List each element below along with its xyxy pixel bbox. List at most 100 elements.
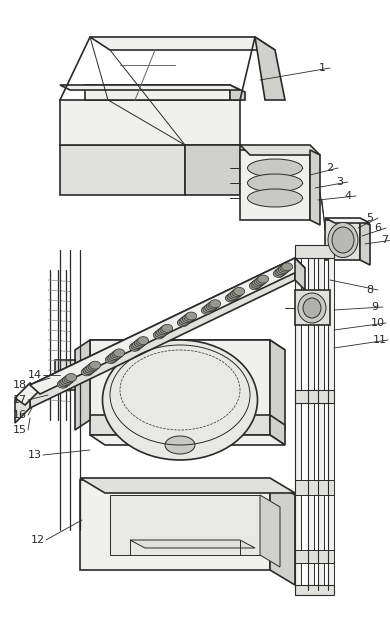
Polygon shape — [240, 150, 310, 220]
Polygon shape — [295, 390, 334, 403]
Ellipse shape — [251, 280, 262, 289]
Text: 13: 13 — [28, 450, 42, 460]
Ellipse shape — [112, 350, 123, 358]
Polygon shape — [60, 100, 240, 145]
Ellipse shape — [61, 377, 72, 386]
Text: 15: 15 — [13, 425, 27, 435]
Polygon shape — [260, 495, 280, 567]
Polygon shape — [325, 220, 360, 260]
Ellipse shape — [134, 340, 145, 347]
Ellipse shape — [254, 278, 265, 286]
Polygon shape — [295, 258, 305, 290]
Ellipse shape — [280, 264, 291, 272]
Ellipse shape — [298, 293, 326, 323]
Polygon shape — [90, 435, 285, 445]
Ellipse shape — [107, 354, 118, 362]
Ellipse shape — [234, 287, 245, 295]
Text: 6: 6 — [374, 223, 381, 233]
Polygon shape — [80, 478, 295, 493]
Polygon shape — [310, 150, 320, 225]
Polygon shape — [75, 340, 90, 430]
Polygon shape — [15, 383, 40, 405]
Ellipse shape — [162, 324, 173, 332]
Text: 2: 2 — [326, 163, 333, 173]
Ellipse shape — [303, 298, 321, 318]
Polygon shape — [318, 245, 324, 590]
Polygon shape — [60, 145, 185, 195]
Polygon shape — [240, 145, 320, 155]
Ellipse shape — [230, 290, 241, 298]
Ellipse shape — [157, 328, 168, 336]
Ellipse shape — [248, 189, 303, 207]
Polygon shape — [308, 245, 314, 590]
Polygon shape — [185, 145, 240, 195]
Ellipse shape — [153, 331, 164, 339]
Text: 16: 16 — [13, 410, 27, 420]
Ellipse shape — [85, 365, 96, 373]
Ellipse shape — [136, 338, 147, 346]
Ellipse shape — [205, 304, 216, 312]
Ellipse shape — [275, 268, 286, 276]
Polygon shape — [230, 85, 245, 100]
Text: 5: 5 — [367, 213, 374, 223]
Ellipse shape — [179, 318, 190, 325]
Polygon shape — [80, 480, 270, 570]
Ellipse shape — [64, 375, 75, 383]
Text: 8: 8 — [367, 285, 374, 295]
Ellipse shape — [138, 336, 149, 345]
Ellipse shape — [332, 227, 354, 253]
Polygon shape — [295, 245, 334, 258]
Polygon shape — [90, 415, 270, 435]
Ellipse shape — [59, 379, 70, 387]
Ellipse shape — [206, 302, 217, 311]
Text: 3: 3 — [337, 177, 344, 187]
Polygon shape — [90, 340, 285, 350]
Polygon shape — [270, 415, 285, 445]
Polygon shape — [295, 480, 334, 495]
Ellipse shape — [201, 306, 212, 314]
Polygon shape — [328, 245, 334, 590]
Ellipse shape — [253, 279, 264, 287]
Text: 10: 10 — [371, 318, 385, 328]
Ellipse shape — [177, 319, 188, 327]
Ellipse shape — [227, 293, 238, 301]
Polygon shape — [295, 290, 330, 325]
Text: 17: 17 — [13, 395, 27, 405]
Ellipse shape — [57, 380, 68, 388]
Ellipse shape — [186, 312, 197, 320]
Polygon shape — [30, 258, 305, 394]
Ellipse shape — [184, 313, 195, 321]
Polygon shape — [60, 85, 240, 90]
Polygon shape — [15, 385, 30, 423]
Ellipse shape — [229, 292, 240, 299]
Ellipse shape — [113, 349, 125, 357]
Polygon shape — [360, 220, 370, 265]
Ellipse shape — [165, 436, 195, 454]
Ellipse shape — [248, 174, 303, 192]
Ellipse shape — [109, 353, 120, 361]
Polygon shape — [90, 340, 270, 420]
Polygon shape — [295, 550, 334, 563]
Ellipse shape — [66, 374, 77, 382]
Ellipse shape — [133, 341, 144, 348]
Polygon shape — [30, 258, 295, 408]
Text: 14: 14 — [28, 370, 42, 380]
Polygon shape — [295, 245, 301, 590]
Ellipse shape — [90, 361, 101, 369]
Text: 12: 12 — [31, 535, 45, 545]
Ellipse shape — [277, 267, 288, 275]
Text: 7: 7 — [381, 235, 388, 245]
Text: 4: 4 — [344, 191, 351, 201]
Polygon shape — [255, 37, 285, 100]
Ellipse shape — [160, 326, 171, 334]
Ellipse shape — [210, 300, 221, 307]
Ellipse shape — [88, 362, 99, 370]
Ellipse shape — [62, 376, 73, 384]
Polygon shape — [325, 218, 370, 223]
Ellipse shape — [129, 343, 140, 352]
Polygon shape — [270, 480, 295, 585]
Ellipse shape — [131, 342, 142, 350]
Ellipse shape — [158, 327, 169, 335]
Text: 1: 1 — [319, 63, 326, 73]
Text: 9: 9 — [371, 302, 379, 312]
